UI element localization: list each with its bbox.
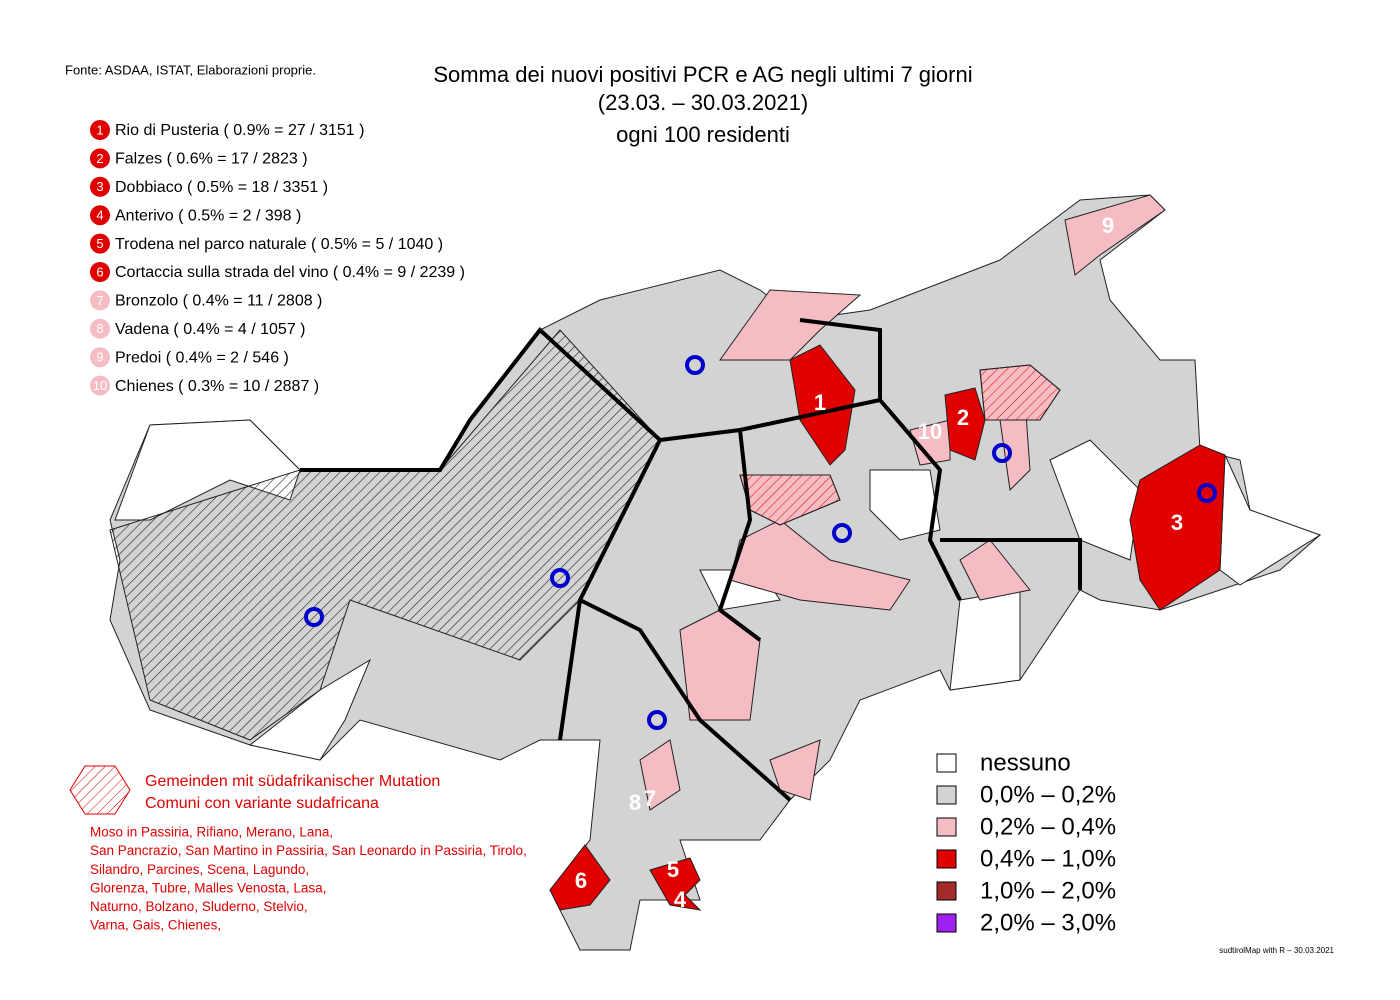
legend-label: 0,0% – 0,2% [980, 781, 1116, 808]
rank-number: 5 [96, 236, 103, 251]
rank-number: 8 [96, 321, 103, 336]
rank-badge [90, 375, 110, 396]
variant-title: Gemeinden mit südafrikanischer Mutation [145, 773, 440, 790]
high-incidence [549, 344, 1226, 911]
map-labels: 1 2 3 4 5 6 78 9 10 [575, 213, 1183, 912]
credit: sudtirolMap with R – 30.03.2021 [1219, 946, 1334, 955]
rank-text: Chienes ( 0.3% = 10 / 2887 ) [115, 378, 319, 395]
rank-text: Anterivo ( 0.5% = 2 / 398 ) [115, 207, 301, 224]
title-line: ogni 100 residenti [616, 122, 790, 147]
rank-text: Vadena ( 0.4% = 4 / 1057 ) [115, 321, 306, 338]
rank-badge [90, 318, 110, 339]
map [109, 194, 1322, 951]
variant-line: Varna, Gais, Chienes, [90, 918, 221, 933]
map-label: 2 [957, 405, 969, 430]
title-line: Somma dei nuovi positivi PCR e AG negli … [433, 62, 972, 87]
legend: nessuno 0,0% – 0,2% 0,2% – 0,4% 0,4% – 1,0%… [936, 749, 1116, 936]
rank-badge [90, 347, 110, 368]
legend-swatch [936, 753, 957, 773]
rank-text: Dobbiaco ( 0.5% = 18 / 3351 ) [115, 179, 328, 196]
map-label: 7 [644, 786, 656, 811]
rank-text: Falzes ( 0.6% = 17 / 2823 ) [115, 151, 308, 168]
rank-text: Cortaccia sulla strada del vino ( 0.4% =… [115, 264, 465, 281]
rank-number: 4 [96, 208, 103, 223]
district-capitals [304, 355, 1217, 730]
variant-line: Moso in Passiria, Rifiano, Merano, Lana, [90, 825, 333, 840]
rank-number: 9 [96, 350, 103, 365]
map-label: 6 [575, 868, 587, 893]
ranking: 1 Rio di Pusteria ( 0.9% = 27 / 3151 ) 2 Fa… [90, 120, 465, 396]
rank-text: Predoi ( 0.4% = 2 / 546 ) [115, 349, 289, 366]
rank-number: 2 [96, 151, 103, 166]
rank-number: 1 [96, 122, 103, 137]
source: Fonte: ASDAA, ISTAT, Elaborazioni propri… [65, 62, 316, 77]
no-cases [114, 419, 1322, 761]
rank-text: Rio di Pusteria ( 0.9% = 27 / 3151 ) [115, 122, 364, 139]
map-label: 1 [814, 390, 826, 415]
mid-incidence [639, 194, 1166, 811]
title-line: (23.03. – 30.03.2021) [598, 90, 808, 115]
rank-text: Bronzolo ( 0.4% = 11 / 2808 ) [115, 293, 322, 310]
map-label: 5 [667, 857, 679, 882]
variant-line: Glorenza, Tubre, Malles Venosta, Lasa, [90, 880, 326, 895]
legend-swatch [936, 849, 957, 869]
variant-line: Naturno, Bolzano, Sluderno, Stelvio, [90, 899, 308, 914]
rank-badge [90, 205, 110, 226]
map-label: 8 [629, 790, 641, 815]
legend-label: 0,4% – 1,0% [980, 845, 1116, 872]
legend-label: 2,0% – 3,0% [980, 909, 1116, 936]
legend-label: 0,2% – 0,4% [980, 813, 1116, 840]
rank-badge [90, 148, 110, 169]
legend-label: 1,0% – 2,0% [980, 877, 1116, 904]
legend-swatch [936, 817, 957, 837]
rank-badge [90, 120, 110, 140]
rank-text: Trodena nel parco naturale ( 0.5% = 5 / … [115, 236, 443, 253]
map-label: 3 [1171, 510, 1183, 535]
rank-number: 6 [96, 264, 103, 279]
rank-badge [90, 176, 110, 197]
rank-badge [90, 290, 110, 311]
title: Somma dei nuovi positivi PCR e AG negli … [433, 62, 972, 147]
rank-number: 10 [93, 378, 107, 393]
variant-legend: Gemeinden mit südafrikanischer Mutation C… [90, 773, 527, 932]
map-label: 10 [918, 419, 942, 444]
variant-title: Comuni con variante sudafricana [145, 795, 379, 812]
map-label: 9 [1102, 213, 1114, 238]
rank-number: 7 [96, 293, 103, 308]
variant-line: San Pancrazio, San Martino in Passiria, … [90, 843, 527, 858]
variant-line: Silandro, Parcines, Scena, Lagundo, [90, 862, 309, 877]
rank-badge [90, 262, 110, 282]
legend-swatch [936, 913, 957, 933]
legend-swatch [936, 881, 957, 901]
legend-label: nessuno [980, 749, 1071, 776]
rank-badge [90, 233, 110, 254]
variant-symbol [69, 765, 131, 815]
legend-swatch [936, 785, 957, 805]
district-borders [300, 318, 1082, 802]
mid-variant [739, 364, 1061, 526]
rank-number: 3 [96, 179, 103, 194]
map-label: 4 [674, 887, 687, 912]
